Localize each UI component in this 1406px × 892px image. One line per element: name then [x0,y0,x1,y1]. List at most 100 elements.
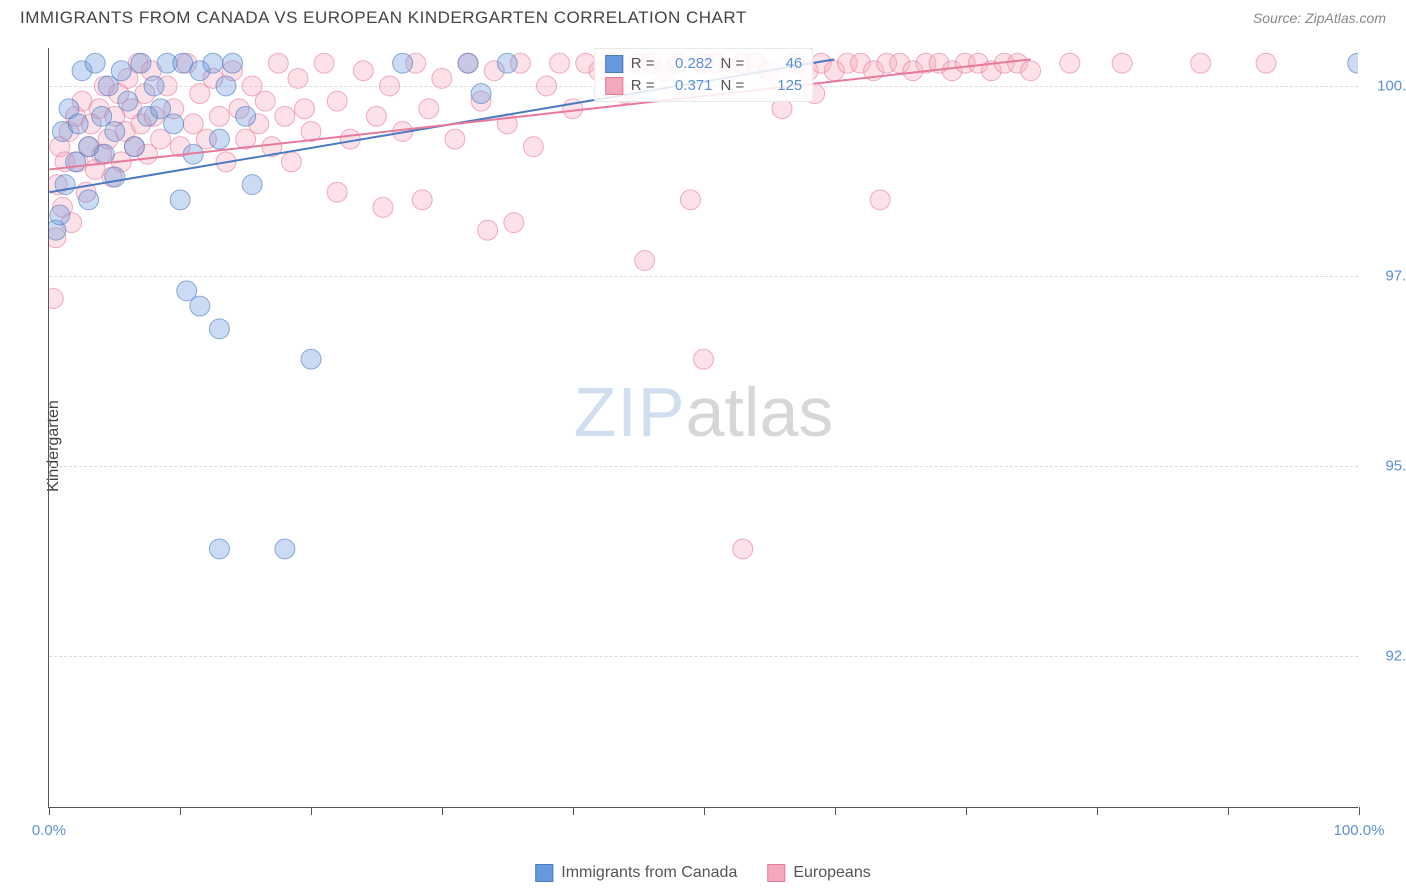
scatter-point [445,129,465,149]
xtick [1228,807,1229,815]
ytick-label: 95.0% [1368,458,1406,475]
scatter-svg [49,48,1358,807]
scatter-point [268,53,288,73]
scatter-point [301,349,321,369]
scatter-point [1191,53,1211,73]
series-legend: Immigrants from Canada Europeans [535,864,870,882]
scatter-point [458,53,478,73]
scatter-point [124,137,144,157]
scatter-point [164,114,184,134]
scatter-point [209,319,229,339]
scatter-point [79,190,99,210]
scatter-point [216,76,236,96]
plot-area: ZIPatlas R = 0.282 N = 46 R = 0.371 N = … [48,48,1358,808]
scatter-point [694,349,714,369]
scatter-point [733,539,753,559]
scatter-point [223,53,243,73]
scatter-point [144,76,164,96]
xtick [1097,807,1098,815]
swatch-european-icon [767,864,785,882]
scatter-point [170,190,190,210]
scatter-point [393,53,413,73]
scatter-point [412,190,432,210]
scatter-point [275,539,295,559]
chart-header: IMMIGRANTS FROM CANADA VS EUROPEAN KINDE… [0,0,1406,32]
xtick [966,807,967,815]
scatter-point [85,53,105,73]
xtick [442,807,443,815]
scatter-point [419,99,439,119]
scatter-point [1060,53,1080,73]
scatter-point [105,122,125,142]
n-value-european: 125 [752,75,802,97]
scatter-point [209,106,229,126]
xtick [49,807,50,815]
scatter-point [203,53,223,73]
scatter-point [353,61,373,81]
scatter-point [68,114,88,134]
correlation-legend: R = 0.282 N = 46 R = 0.371 N = 125 [594,48,814,102]
scatter-point [50,205,70,225]
n-label: N = [721,75,745,97]
scatter-point [242,175,262,195]
legend-label-european: Europeans [793,864,870,882]
scatter-point [255,91,275,111]
scatter-point [550,53,570,73]
scatter-point [281,152,301,172]
scatter-point [366,106,386,126]
xtick [1359,807,1360,815]
scatter-point [432,68,452,88]
scatter-point [94,144,114,164]
scatter-point [209,539,229,559]
scatter-point [1112,53,1132,73]
scatter-point [314,53,334,73]
scatter-point [111,61,131,81]
scatter-point [1021,61,1041,81]
scatter-point [680,190,700,210]
scatter-point [523,137,543,157]
scatter-point [537,76,557,96]
scatter-point [1256,53,1276,73]
swatch-canada-icon [535,864,553,882]
scatter-point [131,53,151,73]
scatter-point [327,182,347,202]
scatter-point [275,106,295,126]
r-value-european: 0.371 [663,75,713,97]
scatter-point [373,197,393,217]
chart-title: IMMIGRANTS FROM CANADA VS EUROPEAN KINDE… [20,8,747,28]
ytick-label: 92.5% [1368,648,1406,665]
xtick-label: 0.0% [32,822,66,839]
scatter-point [49,288,63,308]
ytick-label: 97.5% [1368,268,1406,285]
ytick-label: 100.0% [1368,78,1406,95]
legend-item-canada: Immigrants from Canada [535,864,737,882]
r-value-canada: 0.282 [663,53,713,75]
legend-row-european: R = 0.371 N = 125 [605,75,803,97]
xtick [180,807,181,815]
scatter-point [340,129,360,149]
source-label: Source: ZipAtlas.com [1253,10,1386,26]
scatter-point [504,213,524,233]
scatter-point [478,220,498,240]
scatter-point [497,53,517,73]
xtick [311,807,312,815]
xtick-label: 100.0% [1334,822,1385,839]
xtick [835,807,836,815]
scatter-point [118,91,138,111]
n-label: N = [721,53,745,75]
scatter-point [327,91,347,111]
legend-row-canada: R = 0.282 N = 46 [605,53,803,75]
r-label: R = [631,53,655,75]
scatter-point [288,68,308,88]
scatter-point [190,296,210,316]
scatter-point [380,76,400,96]
n-value-canada: 46 [752,53,802,75]
scatter-point [471,84,491,104]
scatter-point [635,251,655,271]
legend-item-european: Europeans [767,864,870,882]
scatter-point [209,129,229,149]
xtick [573,807,574,815]
scatter-point [1348,53,1358,73]
scatter-point [105,167,125,187]
swatch-canada-icon [605,55,623,73]
